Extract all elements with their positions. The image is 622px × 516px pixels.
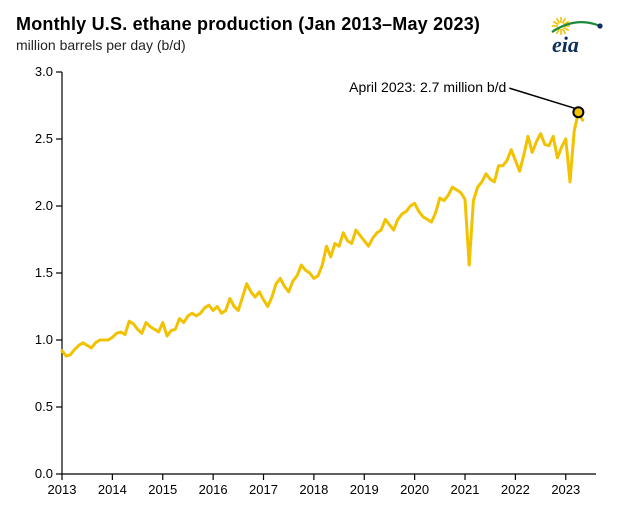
x-tick-label: 2022: [501, 482, 530, 497]
chart-subtitle: million barrels per day (b/d): [16, 37, 606, 53]
chart-title: Monthly U.S. ethane production (Jan 2013…: [16, 14, 606, 35]
x-tick-label: 2016: [199, 482, 228, 497]
x-tick-label: 2013: [48, 482, 77, 497]
y-tick-label: 3.0: [35, 64, 53, 79]
x-tick-label: 2015: [148, 482, 177, 497]
chart-area: 0.0 0.5 1.0 1.5 2.0 2.5 3.0 2013 2014 2015 2016 201…: [16, 62, 606, 502]
y-tick-label: 0.5: [35, 399, 53, 414]
y-tick-label: 2.5: [35, 131, 53, 146]
y-tick-label: 1.0: [35, 332, 53, 347]
x-tick-label: 2017: [249, 482, 278, 497]
svg-text:eia: eia: [552, 32, 579, 56]
y-tick-label: 1.5: [35, 265, 53, 280]
x-tick-label: 2023: [551, 482, 580, 497]
x-tick-label: 2018: [299, 482, 328, 497]
eia-logo: eia: [546, 14, 606, 56]
series-ethane_production: [62, 112, 583, 356]
annotation-label: April 2023: 2.7 million b/d: [349, 79, 506, 95]
annotation-leader: [509, 88, 574, 108]
x-tick-label: 2021: [451, 482, 480, 497]
y-tick-label: 2.0: [35, 198, 53, 213]
eia-logo-svg: eia: [546, 14, 606, 56]
chart-svg: 0.0 0.5 1.0 1.5 2.0 2.5 3.0 2013 2014 2015 2016 201…: [16, 62, 606, 502]
y-tick-label: 0.0: [35, 466, 53, 481]
x-tick-label: 2020: [400, 482, 429, 497]
annotation-marker: [573, 107, 583, 117]
x-tick-label: 2014: [98, 482, 127, 497]
x-tick-label: 2019: [350, 482, 379, 497]
